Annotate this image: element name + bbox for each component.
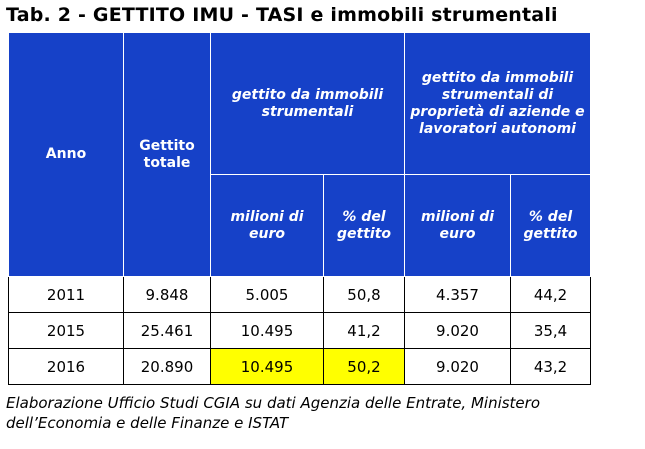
cell-anno: 2016: [8, 348, 124, 385]
cell-milioni-2: 9.020: [404, 348, 512, 385]
cell-milioni-1: 5.005: [210, 276, 324, 313]
cell-milioni-1-highlighted: 10.495: [210, 348, 324, 385]
cell-perc-1-highlighted: 50,2: [322, 348, 406, 385]
cell-perc-2: 44,2: [510, 276, 592, 313]
header-milioni-euro-1: milioni di euro: [210, 174, 324, 277]
cell-anno: 2015: [8, 312, 124, 349]
header-milioni-euro-2: milioni di euro: [404, 174, 512, 277]
table-title: Tab. 2 - GETTITO IMU - TASI e immobili s…: [6, 4, 558, 26]
header-group-aziende-lavoratori: gettito da immobili strumentali di propr…: [404, 32, 592, 175]
header-anno: Anno: [8, 32, 124, 277]
header-perc-gettito-1: % del gettito: [322, 174, 406, 277]
cell-totale: 9.848: [123, 276, 211, 313]
cell-totale: 25.461: [123, 312, 211, 349]
cell-perc-2: 35,4: [510, 312, 592, 349]
header-perc-gettito-2: % del gettito: [510, 174, 592, 277]
header-gettito-totale: Gettito totale: [123, 32, 211, 277]
table-row: 2016 20.890 10.495 50,2 9.020 43,2: [8, 348, 592, 385]
table-row: 2011 9.848 5.005 50,8 4.357 44,2: [8, 276, 592, 313]
data-table: Anno Gettito totale gettito da immobili …: [8, 32, 592, 385]
header-group-immobili-strumentali: gettito da immobili strumentali: [209, 32, 406, 175]
cell-perc-1: 50,8: [322, 276, 406, 313]
cell-perc-2: 43,2: [510, 348, 592, 385]
table-row: 2015 25.461 10.495 41,2 9.020 35,4: [8, 312, 592, 349]
cell-totale: 20.890: [123, 348, 211, 385]
cell-anno: 2011: [8, 276, 124, 313]
cell-perc-1: 41,2: [322, 312, 406, 349]
cell-milioni-2: 9.020: [404, 312, 512, 349]
cell-milioni-1: 10.495: [210, 312, 324, 349]
cell-milioni-2: 4.357: [404, 276, 512, 313]
source-note: Elaborazione Ufficio Studi CGIA su dati …: [6, 394, 541, 432]
